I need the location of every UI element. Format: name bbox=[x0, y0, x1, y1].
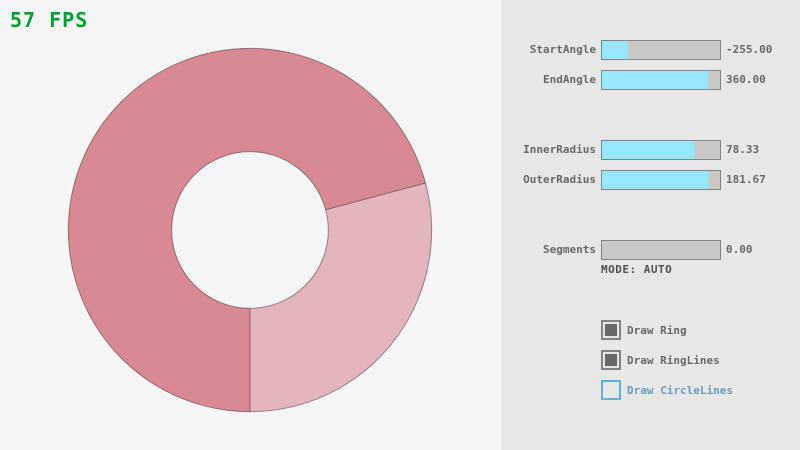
slider-row-segments: Segments 0.00 bbox=[501, 240, 800, 260]
checkbox-row-draw-circlelines: Draw CircleLines bbox=[601, 380, 733, 400]
segments-slider[interactable] bbox=[601, 240, 721, 260]
draw-circlelines-label: Draw CircleLines bbox=[627, 383, 733, 397]
innerradius-slider[interactable] bbox=[601, 140, 721, 160]
endangle-slider-fill bbox=[602, 71, 709, 89]
checkmark bbox=[605, 324, 617, 336]
mode-text: MODE: AUTO bbox=[601, 263, 673, 276]
outerradius-value: 181.67 bbox=[726, 173, 766, 186]
innerradius-label: InnerRadius bbox=[523, 143, 596, 156]
segments-value: 0.00 bbox=[726, 243, 753, 256]
innerradius-slider-fill bbox=[602, 141, 695, 159]
startangle-value: -255.00 bbox=[726, 43, 773, 56]
outerradius-label: OuterRadius bbox=[523, 173, 596, 186]
endangle-label: EndAngle bbox=[543, 73, 596, 86]
fps-counter: 57 FPS bbox=[10, 8, 89, 32]
draw-ringlines-label: Draw RingLines bbox=[627, 353, 720, 367]
startangle-slider-fill bbox=[602, 41, 628, 59]
checkmark bbox=[605, 354, 617, 366]
slider-row-endangle: EndAngle 360.00 bbox=[501, 70, 800, 90]
startangle-label: StartAngle bbox=[529, 43, 596, 56]
slider-row-innerradius: InnerRadius 78.33 bbox=[501, 140, 800, 160]
draw-ring-label: Draw Ring bbox=[627, 323, 687, 337]
draw-circlelines-checkbox[interactable] bbox=[601, 380, 621, 400]
draw-ring-checkbox[interactable] bbox=[601, 320, 621, 340]
outerradius-slider[interactable] bbox=[601, 170, 721, 190]
innerradius-value: 78.33 bbox=[726, 143, 760, 156]
startangle-slider[interactable] bbox=[601, 40, 721, 60]
endangle-value: 360.00 bbox=[726, 73, 766, 86]
ring-chart bbox=[67, 47, 433, 413]
segments-label: Segments bbox=[543, 243, 596, 256]
slider-row-startangle: StartAngle -255.00 bbox=[501, 40, 800, 60]
controls-panel: StartAngle -255.00 EndAngle 360.00 Inner… bbox=[500, 0, 800, 450]
checkbox-row-draw-ringlines: Draw RingLines bbox=[601, 350, 720, 370]
outerradius-slider-fill bbox=[602, 171, 710, 189]
draw-ringlines-checkbox[interactable] bbox=[601, 350, 621, 370]
slider-row-outerradius: OuterRadius 181.67 bbox=[501, 170, 800, 190]
endangle-slider[interactable] bbox=[601, 70, 721, 90]
checkbox-row-draw-ring: Draw Ring bbox=[601, 320, 687, 340]
